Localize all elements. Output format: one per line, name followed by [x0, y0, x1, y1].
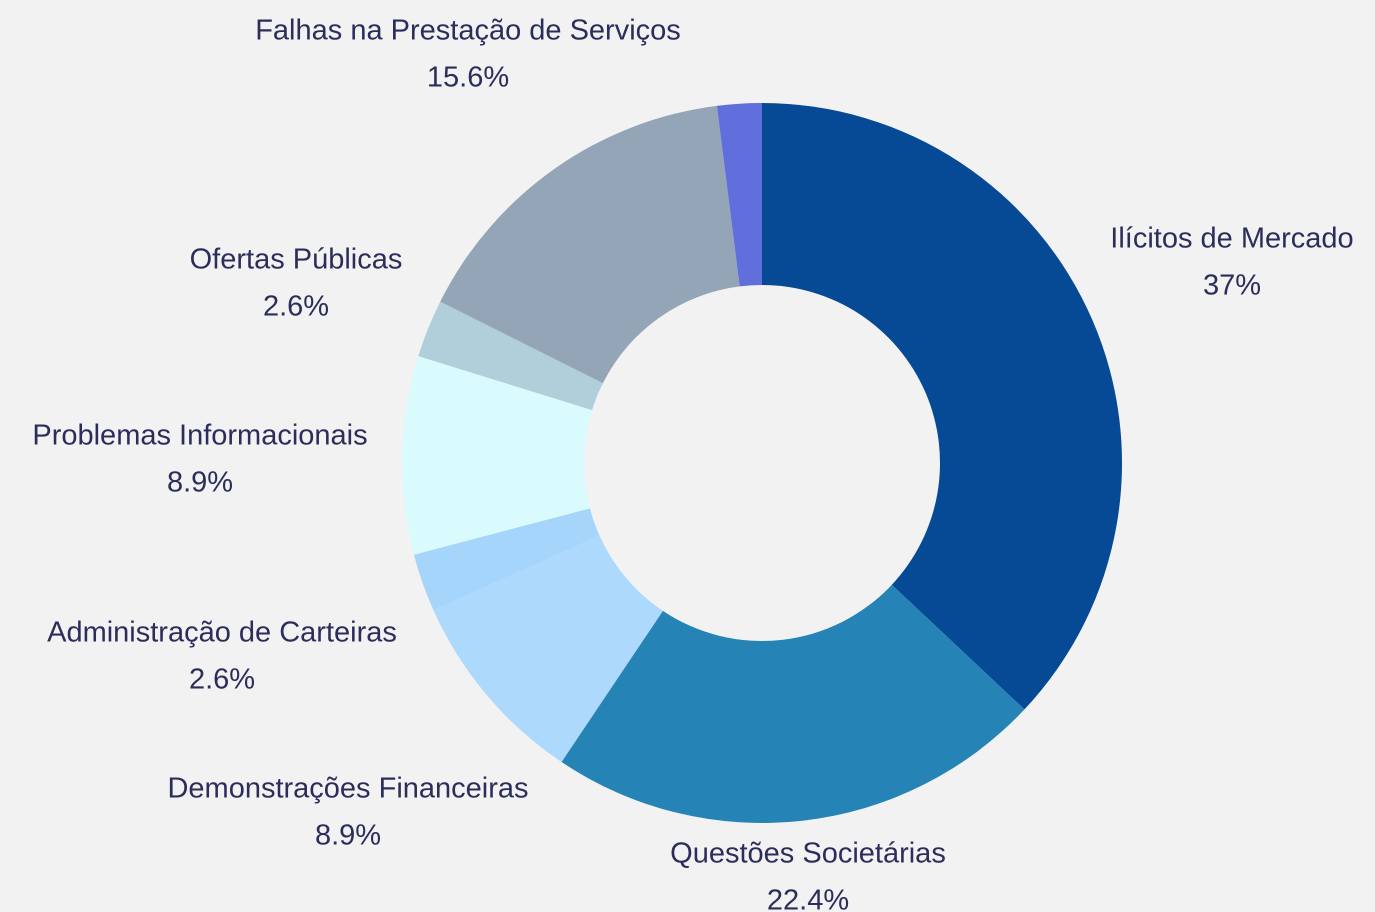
- donut-slice: [440, 105, 740, 384]
- donut-slice: [433, 535, 663, 763]
- slice-label: Demonstrações Financeiras: [167, 773, 528, 805]
- slice-label: Problemas Informacionais: [32, 420, 367, 452]
- donut-slice: [402, 356, 593, 555]
- value-label: 15.6%: [427, 62, 509, 94]
- slice-label: Ofertas Públicas: [190, 244, 403, 276]
- slice-label: Ilícitos de Mercado: [1110, 223, 1353, 255]
- slice-label: Falhas na Prestação de Serviços: [255, 15, 681, 47]
- value-label: 8.9%: [167, 467, 233, 499]
- value-label: 8.9%: [315, 820, 381, 852]
- donut-slice: [418, 301, 603, 411]
- slice-label: Questões Societárias: [670, 838, 946, 870]
- value-label: 2.6%: [263, 291, 329, 323]
- value-label: 22.4%: [767, 885, 849, 912]
- donut-slice: [561, 584, 1025, 823]
- slice-label: Administração de Carteiras: [47, 617, 397, 649]
- donut-slice: [413, 508, 600, 611]
- value-label: 37%: [1203, 270, 1261, 302]
- donut-slice: [716, 103, 762, 287]
- value-label: 2.6%: [189, 664, 255, 696]
- donut-slice: [762, 103, 1123, 710]
